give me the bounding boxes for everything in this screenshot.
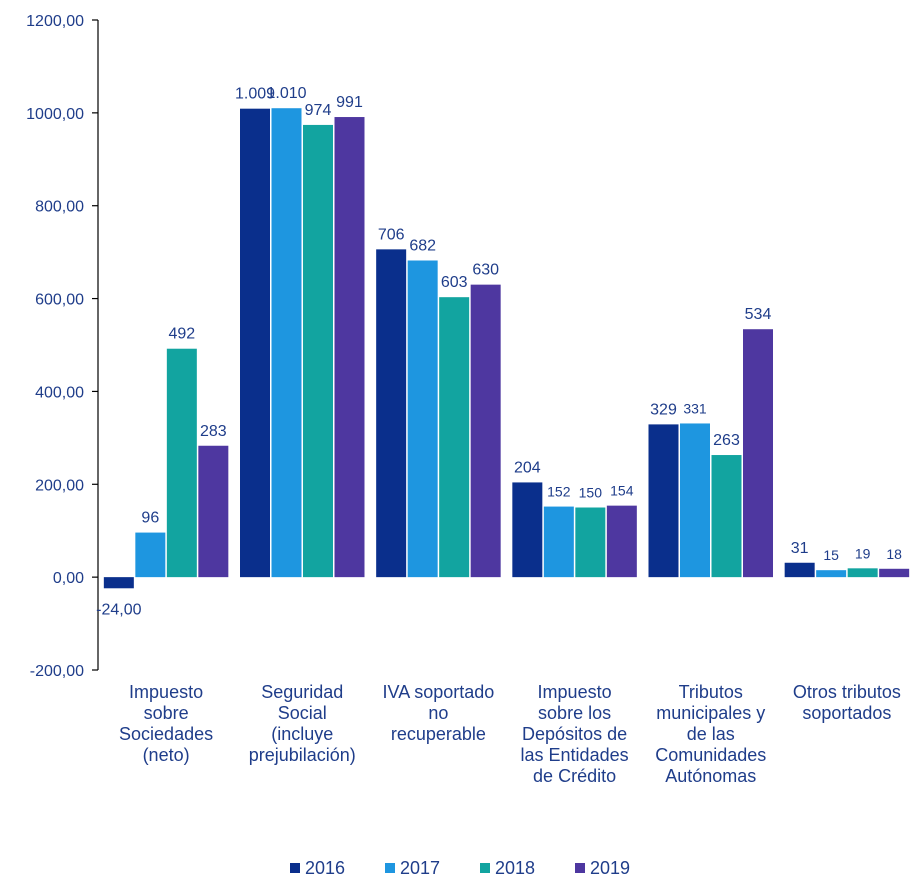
bar-2019 — [334, 117, 365, 578]
x-category-label: sobre — [144, 703, 189, 723]
bar-2019 — [743, 329, 773, 578]
data-label: 96 — [141, 510, 159, 527]
x-category-label: Seguridad — [261, 682, 343, 702]
bar-2018 — [439, 297, 470, 578]
x-category-label: sobre los — [538, 703, 611, 723]
data-label: 204 — [514, 459, 541, 476]
data-label: 603 — [441, 274, 468, 291]
bar-2017 — [543, 506, 574, 578]
bar-2018 — [166, 348, 197, 578]
y-tick-label: 800,00 — [35, 199, 84, 216]
x-category-label: de Crédito — [533, 766, 616, 786]
legend-swatch-2017 — [385, 863, 395, 873]
x-category-label: Otros tributos — [793, 682, 901, 702]
y-tick-label: 0,00 — [53, 570, 84, 587]
legend-label: 2017 — [400, 858, 440, 878]
data-label: 31 — [791, 540, 809, 557]
bar-2017 — [271, 108, 302, 578]
bar-2018 — [711, 455, 742, 578]
data-label: 329 — [650, 401, 677, 418]
data-label: 152 — [547, 484, 571, 500]
data-label: 15 — [823, 547, 839, 563]
bar-2018 — [575, 507, 606, 578]
y-tick-label: 600,00 — [35, 292, 84, 309]
data-label: 991 — [336, 94, 363, 111]
data-label: 18 — [886, 546, 902, 562]
data-label: 974 — [305, 102, 332, 119]
bar-2016 — [103, 577, 134, 589]
data-label: 492 — [168, 326, 195, 343]
data-label: 630 — [472, 262, 499, 279]
x-category-label: Tributos — [679, 682, 743, 702]
data-label: 1.010 — [266, 85, 306, 102]
data-label: 263 — [713, 432, 740, 449]
bar-2019 — [606, 505, 637, 578]
legend-label: 2019 — [590, 858, 630, 878]
x-category-label: recuperable — [391, 724, 486, 744]
bar-2017 — [135, 532, 166, 578]
data-label: 331 — [683, 400, 707, 416]
legend-label: 2016 — [305, 858, 345, 878]
x-category-label: no — [428, 703, 448, 723]
x-category-label: (neto) — [143, 745, 190, 765]
legend-swatch-2018 — [480, 863, 490, 873]
data-label: 534 — [745, 306, 772, 323]
bar-2016 — [512, 482, 543, 578]
x-category-label: prejubilación) — [249, 745, 356, 765]
legend-swatch-2019 — [575, 863, 585, 873]
x-category-label: Autónomas — [665, 766, 756, 786]
x-category-label: IVA soportado — [383, 682, 495, 702]
y-tick-label: 1000,00 — [26, 106, 84, 123]
bar-2016 — [648, 424, 679, 578]
bar-2016 — [240, 108, 270, 578]
y-tick-label: 400,00 — [35, 384, 84, 401]
data-label: -24,00 — [96, 601, 141, 618]
bar-2016 — [376, 249, 407, 578]
data-label: 150 — [579, 485, 603, 501]
y-tick-label: 200,00 — [35, 477, 84, 494]
data-label: 706 — [378, 226, 405, 243]
x-category-label: Impuesto — [129, 682, 203, 702]
bar-2018 — [303, 124, 333, 578]
x-category-label: Comunidades — [655, 745, 766, 765]
x-category-label: municipales y — [656, 703, 765, 723]
legend-swatch-2016 — [290, 863, 300, 873]
data-label: 682 — [409, 238, 436, 255]
x-category-label: Depósitos de — [522, 724, 627, 744]
x-category-label: (incluye — [271, 724, 333, 744]
data-label: 283 — [200, 423, 227, 440]
x-category-label: Sociedades — [119, 724, 213, 744]
bar-2016 — [784, 562, 815, 578]
x-category-label: Social — [278, 703, 327, 723]
y-tick-label: 1200,00 — [26, 13, 84, 30]
x-category-label: las Entidades — [521, 745, 629, 765]
bar-2017 — [680, 423, 710, 578]
legend-label: 2018 — [495, 858, 535, 878]
bar-2018 — [847, 568, 878, 578]
x-category-label: soportados — [802, 703, 891, 723]
bar-2019 — [470, 284, 501, 578]
y-tick-label: -200,00 — [30, 663, 84, 680]
bar-2017 — [407, 260, 438, 578]
x-category-label: de las — [687, 724, 735, 744]
bar-2019 — [879, 568, 910, 578]
data-label: 1.009 — [235, 86, 275, 103]
data-label: 19 — [855, 545, 871, 561]
bar-2019 — [198, 445, 229, 578]
x-category-label: Impuesto — [538, 682, 612, 702]
bar-2017 — [816, 570, 847, 578]
data-label: 154 — [610, 483, 634, 499]
